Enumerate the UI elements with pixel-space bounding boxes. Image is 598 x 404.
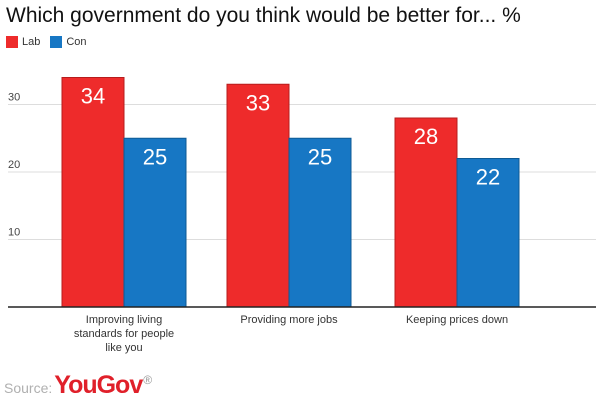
x-tick-label: like you [105,342,142,354]
yougov-logo: YouGov [54,371,143,399]
legend-swatch-lab [6,36,18,48]
legend-swatch-con [50,36,63,48]
bar-value-label: 25 [308,144,332,169]
bar-con [456,158,520,308]
bar-value-label: 33 [246,90,270,115]
bar-value-label: 34 [81,84,105,109]
bar-value-label: 28 [414,124,438,149]
registered-mark: ® [143,373,153,387]
legend-label-lab: Lab [22,36,41,48]
bar-value-label: 25 [143,144,167,169]
source-credit: Source: YouGov ® [4,371,152,400]
bar-con [123,137,187,308]
legend-item-con: Con [50,36,87,48]
bar-lab [226,83,290,308]
legend-label-con: Con [66,36,87,48]
bar-value-label: 22 [476,165,500,190]
y-tick-label: 20 [8,159,20,171]
x-tick-label: Keeping prices down [406,314,508,326]
bar-lab [394,117,458,308]
x-tick-label: Providing more jobs [240,314,338,326]
x-tick-label: standards for people [74,328,174,340]
chart-title: Which government do you think would be b… [6,4,521,27]
x-tick-label: Improving living [86,314,162,326]
y-tick-label: 10 [8,227,20,239]
legend: Lab Con [6,36,97,48]
bar-lab [61,77,125,308]
legend-item-lab: Lab [6,36,40,48]
y-tick-label: 30 [8,92,20,104]
source-label: Source: [4,380,53,396]
bar-con [288,137,352,308]
